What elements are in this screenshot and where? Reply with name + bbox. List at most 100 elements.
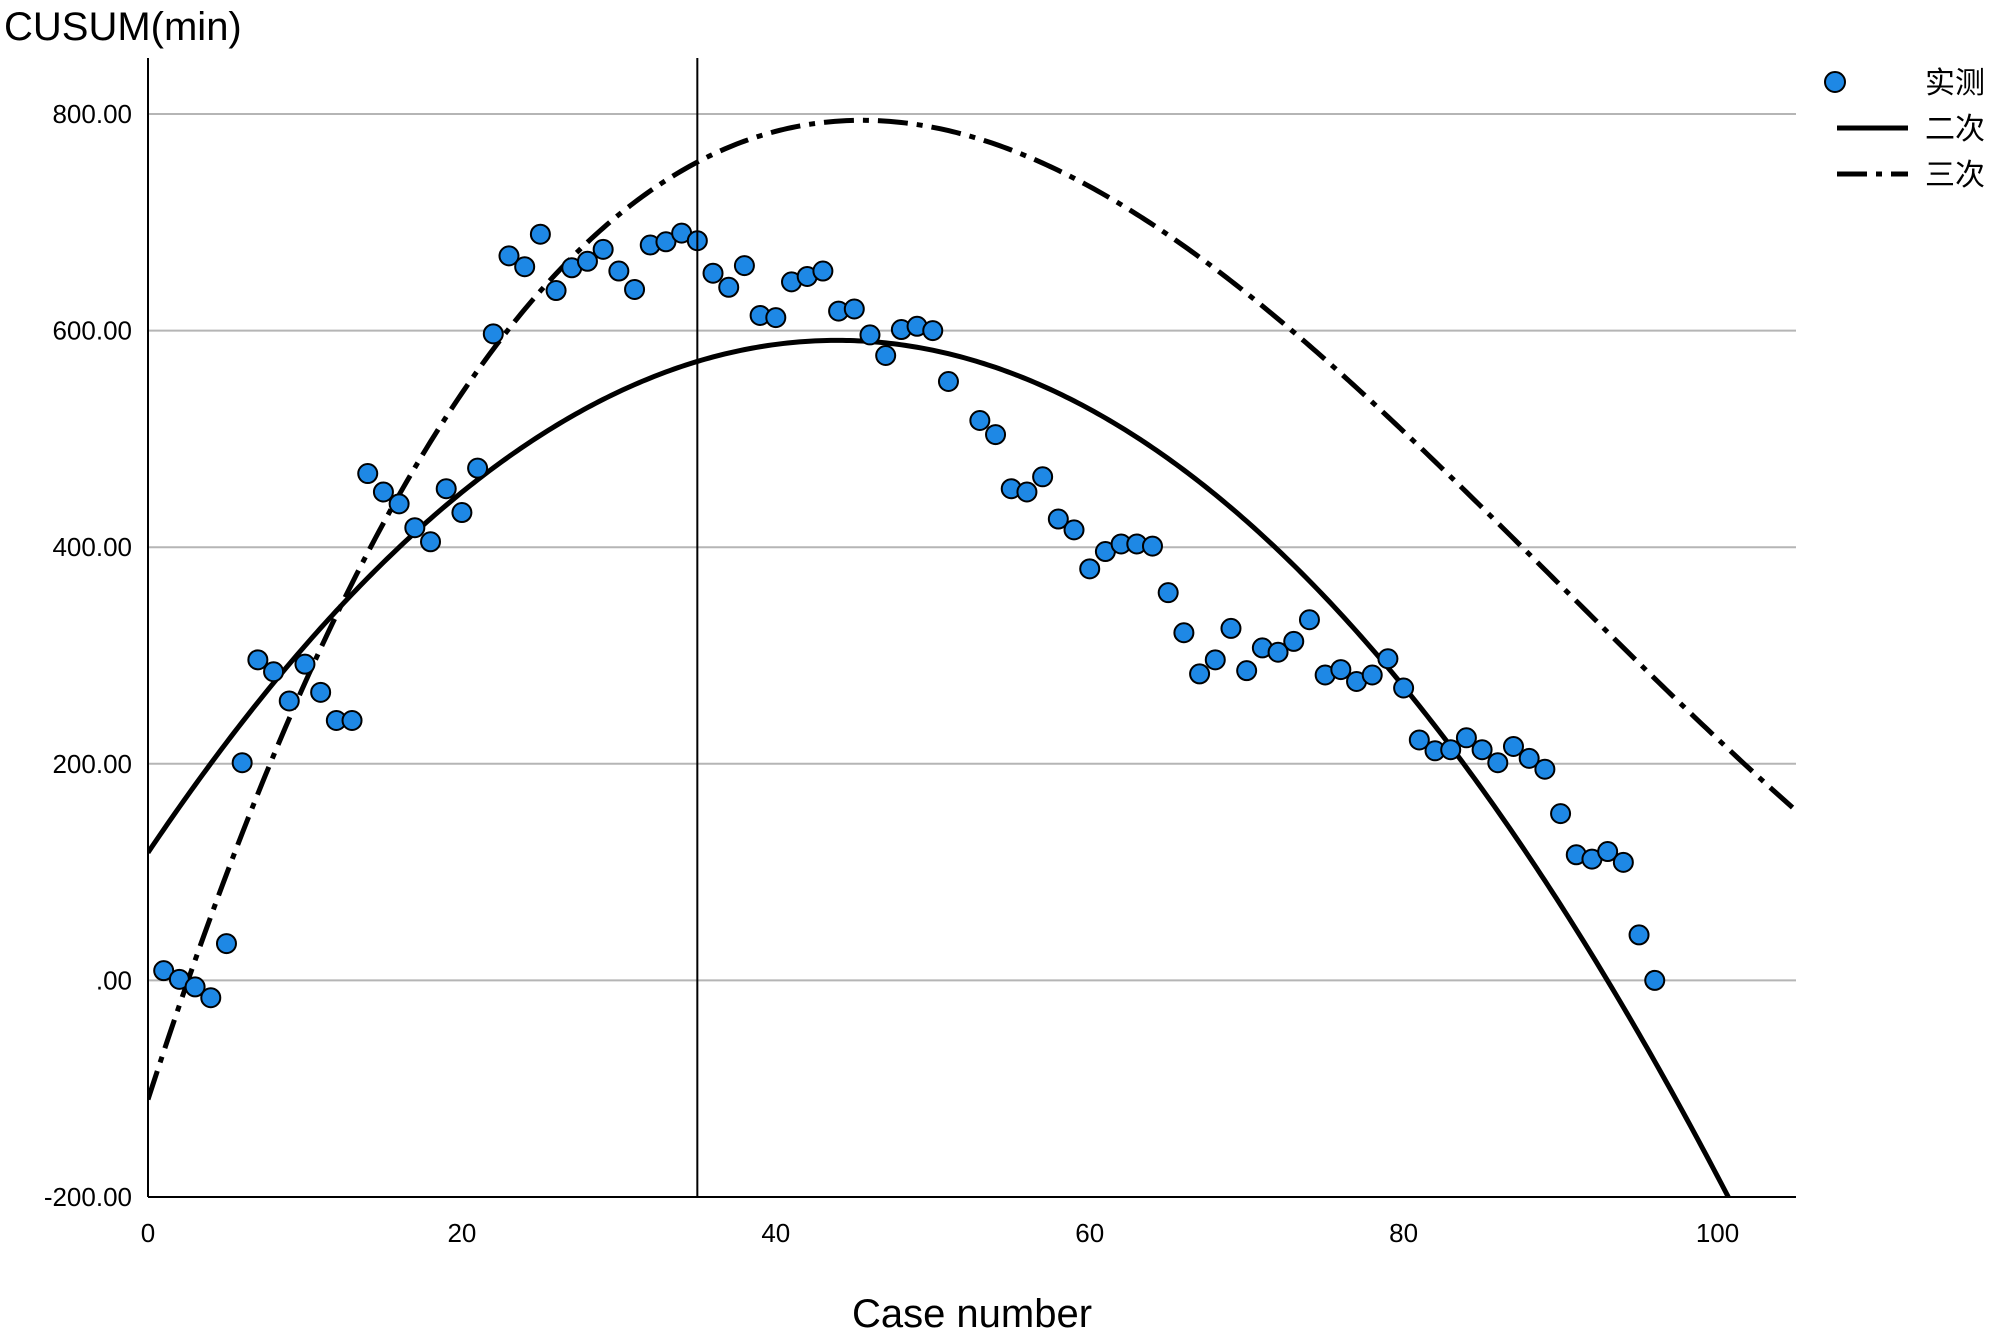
data-point xyxy=(859,324,881,346)
data-points xyxy=(153,222,1666,1009)
data-point xyxy=(263,661,285,683)
data-point xyxy=(1408,729,1430,751)
data-point xyxy=(247,649,269,671)
gridlines xyxy=(148,113,1796,982)
data-point xyxy=(985,424,1007,446)
data-point xyxy=(357,463,379,485)
data-point xyxy=(200,987,222,1009)
data-point xyxy=(184,976,206,998)
data-point xyxy=(215,933,237,955)
data-point xyxy=(1377,648,1399,670)
fit-line-cubic xyxy=(148,117,1796,1101)
data-point xyxy=(1283,630,1305,652)
y-axis-title: CUSUM(min) xyxy=(4,5,242,49)
data-point xyxy=(1267,641,1289,663)
data-point xyxy=(1597,841,1619,863)
data-point xyxy=(1393,677,1415,699)
data-point xyxy=(1047,508,1069,530)
data-point xyxy=(1471,739,1493,761)
data-point xyxy=(1220,617,1242,639)
data-point xyxy=(404,517,426,539)
data-point xyxy=(812,260,834,282)
data-point xyxy=(388,493,410,515)
legend-marker-measured xyxy=(1824,71,1846,93)
data-point xyxy=(1534,758,1556,780)
data-point xyxy=(1330,659,1352,681)
data-point xyxy=(482,323,504,345)
fit-line-quadratic xyxy=(148,337,1732,1197)
data-point xyxy=(467,457,489,479)
data-point xyxy=(294,653,316,675)
y-tick-label: 400.00 xyxy=(52,532,132,562)
legend: 实测 二次 三次 xyxy=(1824,66,1985,193)
data-point xyxy=(1502,735,1524,757)
data-point xyxy=(875,345,897,367)
axes xyxy=(147,58,1796,1198)
data-point xyxy=(1189,663,1211,685)
data-point xyxy=(608,260,630,282)
data-point xyxy=(1628,924,1650,946)
data-point xyxy=(1298,609,1320,631)
data-point xyxy=(718,276,740,298)
legend-label-cubic: 三次 xyxy=(1925,158,1985,193)
x-tick-label: 100 xyxy=(1696,1218,1739,1248)
data-point xyxy=(372,481,394,503)
data-point xyxy=(1141,535,1163,557)
data-point xyxy=(1361,664,1383,686)
y-tick-label: 800.00 xyxy=(52,99,132,129)
data-point xyxy=(969,409,991,431)
x-tick-label: 80 xyxy=(1389,1218,1418,1248)
data-point xyxy=(1032,466,1054,488)
data-point xyxy=(435,478,457,500)
data-point xyxy=(937,371,959,393)
tick-labels: -200.00 .00 200.00 400.00 600.00 800.00 0 20 40 6… xyxy=(44,99,1739,1248)
data-point xyxy=(1644,969,1666,991)
data-point xyxy=(420,531,442,553)
data-point xyxy=(278,690,300,712)
data-point xyxy=(153,960,175,982)
y-tick-label: .00 xyxy=(96,965,132,995)
data-point xyxy=(733,255,755,277)
legend-label-measured: 实测 xyxy=(1925,66,1985,101)
data-point xyxy=(231,752,253,774)
data-point xyxy=(498,245,520,267)
x-tick-label: 60 xyxy=(1075,1218,1104,1248)
data-point xyxy=(341,709,363,731)
x-tick-label: 0 xyxy=(141,1218,155,1248)
data-point xyxy=(1455,727,1477,749)
data-point xyxy=(1157,582,1179,604)
x-tick-label: 20 xyxy=(447,1218,476,1248)
data-point xyxy=(1016,481,1038,503)
data-point xyxy=(702,262,724,284)
data-point xyxy=(310,681,332,703)
data-point xyxy=(655,231,677,253)
data-point xyxy=(576,250,598,272)
y-tick-label: 600.00 xyxy=(52,316,132,346)
data-point xyxy=(1173,622,1195,644)
data-point xyxy=(1204,649,1226,671)
data-point xyxy=(1518,747,1540,769)
data-point xyxy=(1440,739,1462,761)
x-axis-title: Case number xyxy=(852,1292,1092,1335)
data-point xyxy=(545,280,567,302)
data-point xyxy=(1487,752,1509,774)
data-point xyxy=(1063,519,1085,541)
data-point xyxy=(1550,803,1572,825)
data-point xyxy=(1079,558,1101,580)
data-point xyxy=(1612,851,1634,873)
y-tick-label: -200.00 xyxy=(44,1182,132,1212)
y-tick-label: 200.00 xyxy=(52,749,132,779)
data-point xyxy=(843,298,865,320)
data-point xyxy=(922,320,944,342)
data-point xyxy=(624,278,646,300)
data-point xyxy=(765,307,787,329)
data-point xyxy=(451,502,473,524)
x-tick-label: 40 xyxy=(761,1218,790,1248)
plot-area xyxy=(148,117,1796,1197)
data-point xyxy=(514,256,536,278)
data-point xyxy=(1236,660,1258,682)
legend-label-quadratic: 二次 xyxy=(1925,112,1985,147)
data-point xyxy=(529,223,551,245)
data-point xyxy=(592,238,614,260)
